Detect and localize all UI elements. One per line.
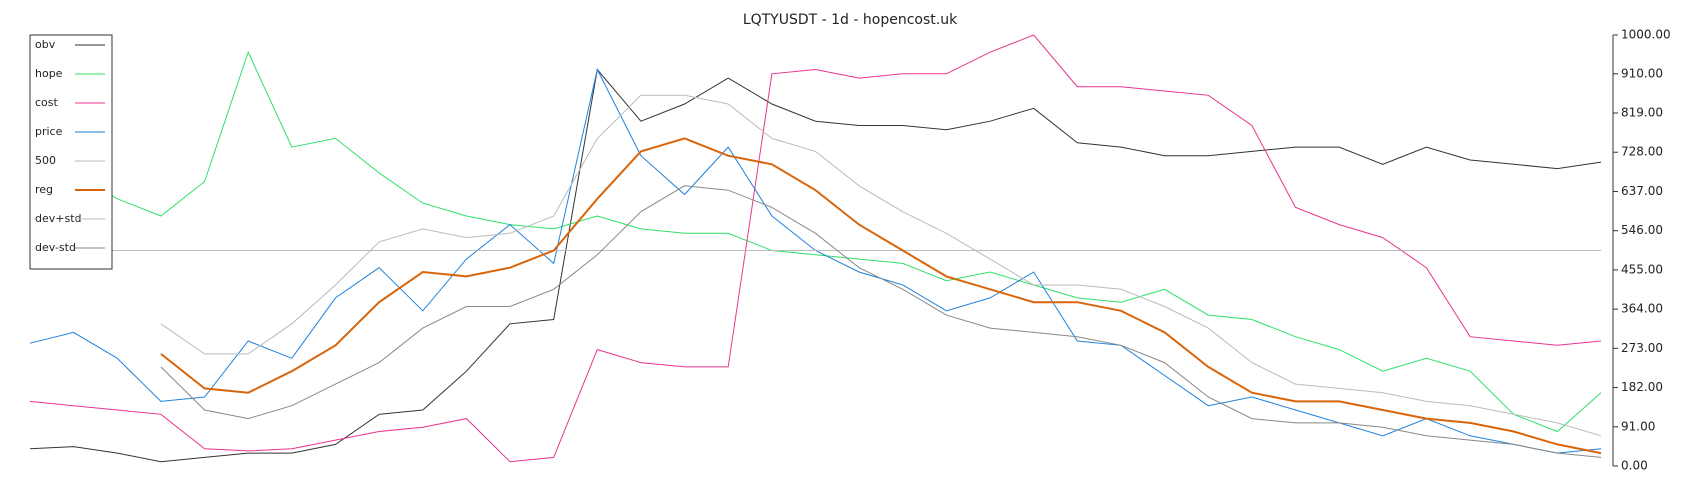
y-tick-label: 819.00 [1621,106,1663,120]
y-tick-label: 1000.00 [1621,28,1671,42]
legend-label: cost [35,96,59,109]
y-tick-label: 0.00 [1621,459,1648,473]
y-tick-label: 273.00 [1621,341,1663,355]
series-line [29,50,1602,433]
y-tick-label: 91.00 [1621,419,1655,433]
series-line [29,68,1602,454]
legend-label: 500 [35,154,56,167]
series-line [29,68,1602,463]
legend-label: hope [35,67,63,80]
y-tick-label: 182.00 [1621,380,1663,394]
legend-label: price [35,125,63,138]
y-tick-label: 455.00 [1621,262,1663,276]
legend-label: obv [35,38,56,51]
y-tick-label: 910.00 [1621,66,1663,80]
y-tick-label: 728.00 [1621,145,1663,159]
chart-title: LQTYUSDT - 1d - hopencost.uk [743,12,958,28]
y-tick-label: 546.00 [1621,223,1663,237]
legend: obv hope cost price 500 reg dev+std dev-std [29,34,113,270]
series-line [160,94,1602,437]
legend-label: dev+std [35,212,82,225]
legend-label: reg [35,183,53,196]
series-line [160,137,1602,455]
y-tick-label: 637.00 [1621,184,1663,198]
series-line [29,34,1602,463]
series-line [160,185,1602,458]
legend-label: dev-std [35,241,76,254]
y-tick-label: 364.00 [1621,302,1663,316]
